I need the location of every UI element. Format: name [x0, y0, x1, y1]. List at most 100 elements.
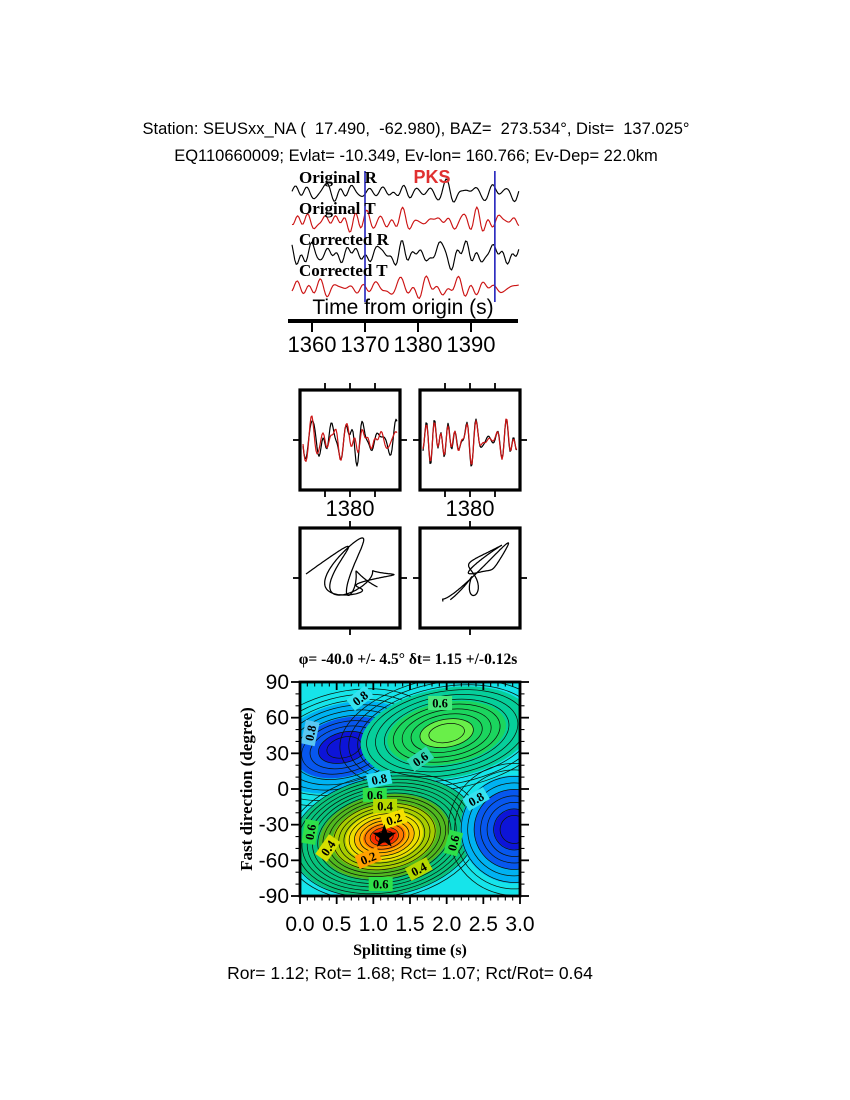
contour-label: 0.2 [354, 847, 382, 869]
particle-motion-boxes [293, 521, 527, 635]
contour-label: 0.8 [462, 786, 490, 812]
contour-label-text: 0.4 [409, 859, 430, 879]
contour-label-text: 0.6 [367, 788, 383, 802]
contour-line [454, 769, 520, 890]
contour-line [359, 820, 410, 854]
contour-label-text: 0.8 [370, 771, 388, 788]
contour-label: 0.6 [428, 696, 453, 711]
contour-y-tick-label: 60 [266, 707, 289, 730]
contour-label-text: 0.2 [359, 849, 379, 868]
contour-line [410, 713, 483, 753]
contour-line [447, 763, 520, 896]
contour-x-tick-label: 1.5 [395, 913, 424, 936]
contour-label: 0.6 [368, 877, 393, 892]
comparison-box-frame [298, 388, 402, 492]
contour-y-tick-label: 90 [266, 671, 289, 694]
contour-label-text: 0.4 [377, 800, 393, 814]
contour-x-tick-label: 2.5 [469, 913, 498, 936]
contour-line [460, 776, 520, 883]
time-axis-ticks: 1360 1370 1380 1390 [288, 323, 495, 357]
contour-y-tick-label: -30 [259, 814, 289, 837]
time-tick-label: 1360 [288, 332, 337, 357]
contour-label: 0.6 [443, 829, 464, 857]
trace-label-original-t: Original T [299, 199, 376, 218]
contour-label-bg [346, 685, 374, 711]
station-title: Station: SEUSxx_NA ( 17.490, -62.980), B… [142, 120, 689, 138]
contour-label-text: 0.8 [302, 724, 319, 742]
contour-x-tick-label: 1.0 [359, 913, 388, 936]
contour-label: 0.6 [362, 787, 387, 802]
contour-y-axis-title: Fast direction (degree) [237, 707, 256, 871]
contour-line [493, 808, 520, 851]
contour-y-tick-label: 0 [277, 778, 289, 801]
contour-line [480, 795, 520, 864]
trace-3 [291, 275, 519, 299]
contour-label: 0.2 [380, 808, 408, 830]
contour-x-tick-label: 2.0 [432, 913, 461, 936]
box-wave-black-0 [302, 418, 398, 467]
contour-x-tick-label: 0.5 [322, 913, 351, 936]
trace-2 [291, 240, 520, 271]
contour-line [473, 789, 520, 870]
contour-line [339, 682, 520, 792]
particle-motion-curve-0 [305, 537, 395, 597]
contour-x-axis-title: Splitting time (s) [353, 942, 467, 959]
particle-box-frame [298, 526, 402, 630]
contour-axis-ticks [291, 681, 529, 904]
contour-label-text: 0.8 [466, 789, 487, 809]
contour-label-bg [428, 696, 453, 710]
contour-plot-body: 0.8 0.60.80.60.80.60.40.20.60.4 0.20.40.60… [300, 682, 520, 896]
contour-label: 0.8 [366, 769, 393, 789]
comparison-box-right-label: 1380 [446, 496, 495, 521]
contour-label-bg [380, 808, 408, 830]
contour-line [364, 823, 405, 850]
contour-fill-1 [419, 718, 474, 748]
contour-label-bg [366, 769, 393, 789]
contour-label: 0.4 [373, 799, 398, 814]
contour-label-bg [368, 877, 393, 891]
comparison-box-left-label: 1380 [326, 496, 375, 521]
time-tick-label: 1370 [341, 332, 390, 357]
contour-fill-0 [318, 731, 370, 764]
particle-motion-curve-1 [441, 542, 510, 602]
contour-y-tick-label: -90 [259, 885, 289, 908]
contour-x-tick-label: 3.0 [505, 913, 534, 936]
contour-label: 0.8 [300, 719, 320, 747]
time-tick-label: 1380 [394, 332, 443, 357]
contour-title: φ= -40.0 +/- 4.5° δt= 1.15 +/-0.12s [299, 651, 518, 668]
trace-label-corrected-r: Corrected R [299, 230, 390, 249]
contour-label-bg [443, 829, 464, 857]
comparison-boxes [293, 383, 527, 497]
contour-label-bg [315, 834, 341, 862]
contour-label-text: 0.6 [303, 823, 320, 841]
contour-line [348, 813, 420, 860]
event-info: EQ110660009; Evlat= -10.349, Ev-lon= 160… [174, 147, 658, 165]
contour-label-text: 0.6 [373, 878, 389, 892]
contour-label: 0.6 [301, 818, 320, 846]
contour-label-bg [300, 719, 320, 747]
box-wave-red-1 [422, 418, 518, 465]
trace-0 [291, 178, 520, 203]
contour-label-bg [301, 818, 320, 846]
contour-label-text: 0.6 [432, 697, 448, 711]
contour-label-text: 0.2 [384, 810, 403, 828]
phase-label: PKS [413, 167, 450, 187]
contour-line [401, 708, 492, 758]
contour-line [467, 782, 520, 877]
particle-box-frame [418, 526, 522, 630]
contour-line [366, 689, 520, 778]
contour-tick-labels: 0.0 0.5 1.0 1.5 2.0 2.5 3.0 90 60 30 0 -30 -60 -90 [259, 671, 535, 936]
contour-label-bg [406, 746, 435, 772]
waveform-traces [291, 178, 520, 299]
contour-label-bg [362, 787, 387, 802]
box-wave-red-0 [302, 415, 398, 462]
trace-1 [291, 206, 520, 233]
trace-label-corrected-t: Corrected T [299, 261, 388, 280]
contour-label-bg [354, 847, 382, 869]
contour-label-bg [462, 786, 490, 812]
contour-line [357, 684, 520, 782]
contour-line [428, 723, 465, 744]
